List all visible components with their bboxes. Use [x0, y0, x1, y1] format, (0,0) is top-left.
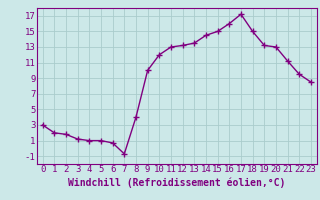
- X-axis label: Windchill (Refroidissement éolien,°C): Windchill (Refroidissement éolien,°C): [68, 177, 285, 188]
